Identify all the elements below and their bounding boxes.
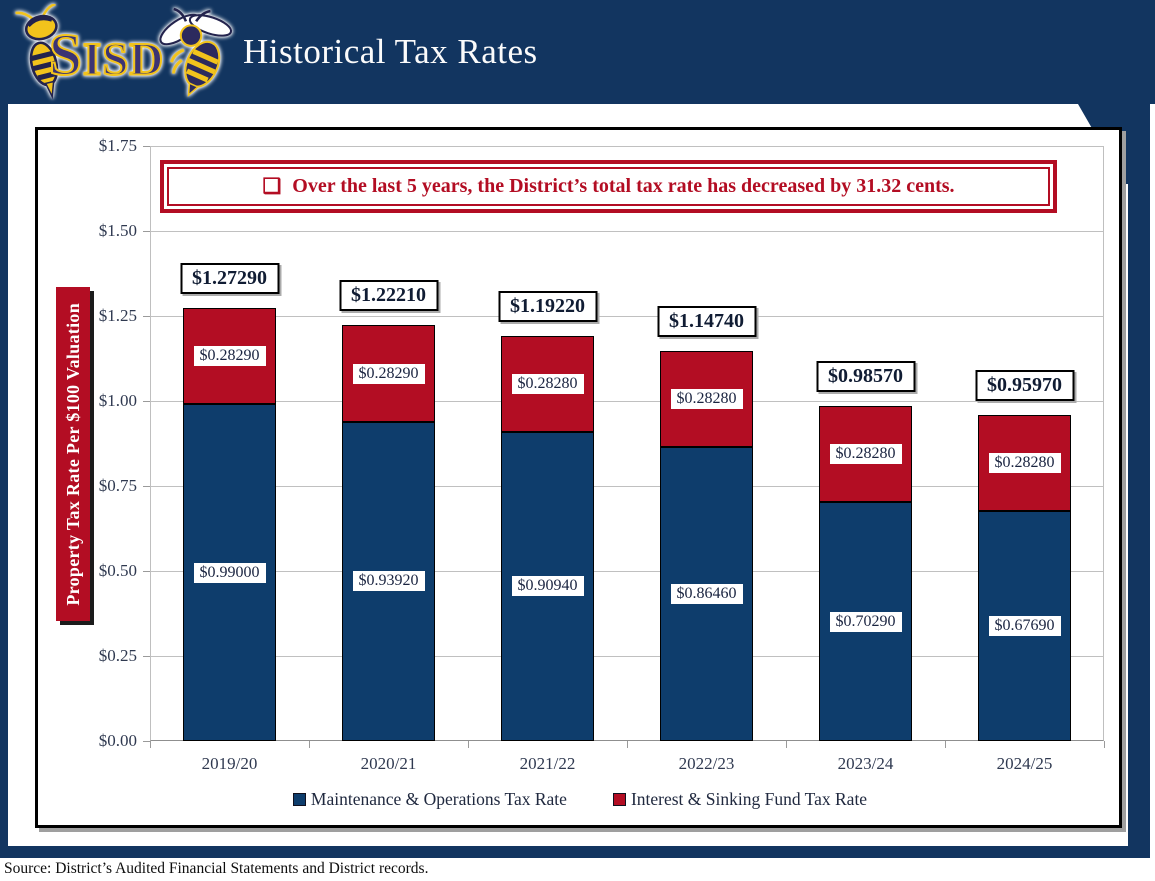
x-tick-mark <box>467 741 469 748</box>
x-tick-label: 2024/25 <box>996 754 1053 773</box>
frame-bottom-strip <box>0 846 1150 858</box>
gridline <box>150 315 1104 317</box>
square-bullet-icon: ❑ <box>262 174 282 198</box>
x-tick-label: 2021/22 <box>519 754 576 773</box>
callout-box: ❑ Over the last 5 years, the District’s … <box>160 160 1057 213</box>
y-tick-label: $0.75 <box>98 476 137 495</box>
gridline <box>150 485 1104 487</box>
segment-label: $0.90940 <box>511 576 584 597</box>
total-label: $0.98570 <box>816 360 915 392</box>
segment-label: $0.99000 <box>193 562 266 583</box>
y-tick-mark <box>143 315 150 317</box>
gridline <box>150 230 1104 232</box>
segment-label: $0.28290 <box>193 346 266 367</box>
segment-label: $0.28280 <box>988 452 1061 473</box>
legend-label: Maintenance & Operations Tax Rate <box>310 789 567 809</box>
total-label: $1.27290 <box>180 263 279 295</box>
x-tick-mark <box>944 741 946 748</box>
plot-area <box>150 146 1104 741</box>
y-tick-label: $1.00 <box>98 391 137 410</box>
segment-label: $0.86460 <box>670 584 743 605</box>
y-tick-label: $0.50 <box>98 561 137 580</box>
x-tick-label: 2022/23 <box>678 754 735 773</box>
hornet-mascot-icon: SISD <box>15 2 233 100</box>
gridline <box>150 400 1104 402</box>
x-tick-mark <box>149 741 151 748</box>
x-tick-mark <box>785 741 787 748</box>
y-tick-mark <box>143 655 150 657</box>
y-axis-title-text: Property Tax Rate Per $100 Valuation <box>62 302 83 606</box>
segment-label: $0.28280 <box>829 443 902 464</box>
y-tick-label: $0.25 <box>98 646 137 665</box>
legend-item: Maintenance & Operations Tax Rate <box>292 789 567 810</box>
frame-right-strip <box>1128 172 1150 858</box>
gridline <box>150 655 1104 657</box>
y-tick-mark <box>143 740 150 742</box>
x-tick-mark <box>308 741 310 748</box>
segment-label: $0.28280 <box>511 373 584 394</box>
legend-label: Interest & Sinking Fund Tax Rate <box>630 789 868 809</box>
frame-left-strip <box>0 104 8 846</box>
y-tick-label: $0.00 <box>98 731 137 750</box>
x-tick-label: 2020/21 <box>360 754 417 773</box>
segment-label: $0.67690 <box>988 615 1061 636</box>
header-band: SISD Historical Tax Rates <box>0 0 1155 104</box>
source-note: Source: District’s Audited Financial Sta… <box>4 860 429 877</box>
y-tick-mark <box>143 400 150 402</box>
y-tick-label: $1.75 <box>98 136 137 155</box>
y-tick-label: $1.25 <box>98 306 137 325</box>
y-tick-mark <box>143 485 150 487</box>
y-tick-label: $1.50 <box>98 221 137 240</box>
x-tick-label: 2023/24 <box>837 754 894 773</box>
svg-text:SISD: SISD <box>49 22 165 88</box>
y-tick-mark <box>143 145 150 147</box>
y-tick-mark <box>143 570 150 572</box>
page-title: Historical Tax Rates <box>243 32 538 71</box>
gridline <box>150 570 1104 572</box>
total-label: $1.22210 <box>339 280 438 312</box>
sisd-logo: SISD <box>10 2 235 100</box>
y-axis-title: Property Tax Rate Per $100 Valuation <box>56 287 90 621</box>
segment-label: $0.28290 <box>352 363 425 384</box>
legend-swatch-icon <box>612 793 626 806</box>
total-label: $1.19220 <box>498 290 597 322</box>
legend: Maintenance & Operations Tax Rate Interes… <box>38 789 1122 810</box>
legend-swatch-icon <box>292 793 306 806</box>
callout-text: Over the last 5 years, the District’s to… <box>292 175 955 197</box>
total-label: $1.14740 <box>657 305 756 337</box>
segment-label: $0.70290 <box>829 611 902 632</box>
y-tick-mark <box>143 230 150 232</box>
segment-label: $0.28280 <box>670 388 743 409</box>
callout-inner-border: ❑ Over the last 5 years, the District’s … <box>167 167 1050 206</box>
legend-item: Interest & Sinking Fund Tax Rate <box>612 789 868 810</box>
segment-label: $0.93920 <box>352 571 425 592</box>
x-tick-label: 2019/20 <box>201 754 258 773</box>
x-tick-mark <box>626 741 628 748</box>
total-label: $0.95970 <box>975 369 1074 401</box>
x-tick-mark <box>1103 741 1105 748</box>
gridline <box>150 145 1104 147</box>
